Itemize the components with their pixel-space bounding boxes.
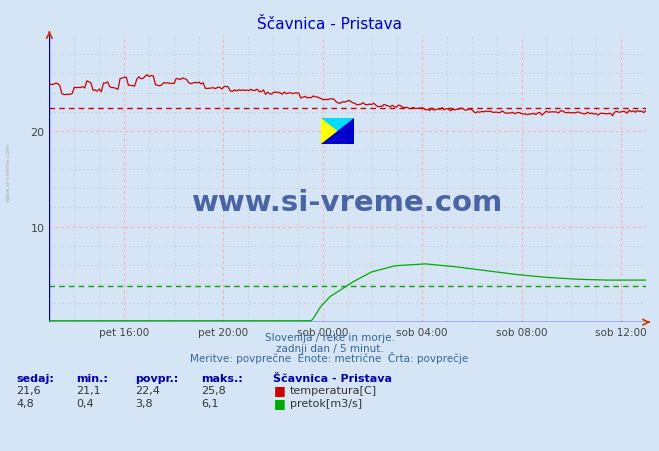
Text: povpr.:: povpr.: <box>135 373 179 383</box>
Text: min.:: min.: <box>76 373 107 383</box>
Text: temperatura[C]: temperatura[C] <box>290 385 377 395</box>
Text: zadnji dan / 5 minut.: zadnji dan / 5 minut. <box>275 343 384 353</box>
Text: 6,1: 6,1 <box>201 398 219 408</box>
Text: maks.:: maks.: <box>201 373 243 383</box>
Text: 3,8: 3,8 <box>135 398 153 408</box>
Text: Ščavnica - Pristava: Ščavnica - Pristava <box>273 373 393 383</box>
Text: 21,6: 21,6 <box>16 385 41 395</box>
Text: 0,4: 0,4 <box>76 398 94 408</box>
Text: sedaj:: sedaj: <box>16 373 54 383</box>
Bar <box>321 119 354 145</box>
Text: 22,4: 22,4 <box>135 385 160 395</box>
Text: ■: ■ <box>273 383 285 396</box>
Text: 21,1: 21,1 <box>76 385 100 395</box>
Text: 4,8: 4,8 <box>16 398 34 408</box>
Text: 25,8: 25,8 <box>201 385 226 395</box>
Text: pretok[m3/s]: pretok[m3/s] <box>290 398 362 408</box>
Text: ■: ■ <box>273 396 285 409</box>
Polygon shape <box>321 119 354 145</box>
Polygon shape <box>321 119 354 145</box>
Text: www.si-vreme.com: www.si-vreme.com <box>5 142 11 201</box>
Text: www.si-vreme.com: www.si-vreme.com <box>192 188 503 216</box>
Text: Ščavnica - Pristava: Ščavnica - Pristava <box>257 17 402 32</box>
Text: Slovenija / reke in morje.: Slovenija / reke in morje. <box>264 332 395 342</box>
Text: Meritve: povprečne  Enote: metrične  Črta: povprečje: Meritve: povprečne Enote: metrične Črta:… <box>190 351 469 363</box>
